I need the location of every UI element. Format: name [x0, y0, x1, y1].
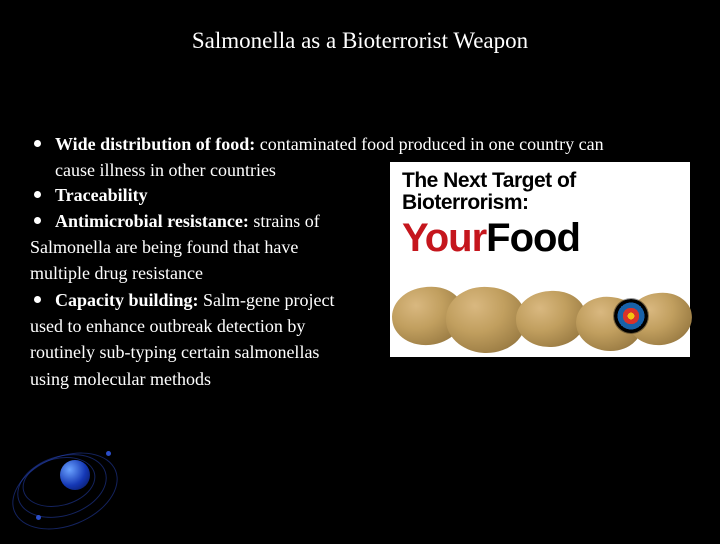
bullet-bold: Wide distribution of food: [55, 134, 260, 154]
bullet-icon [34, 140, 41, 147]
ring-icon [17, 450, 100, 514]
image-illustration [390, 265, 690, 357]
bullet-bold: Traceability [55, 185, 148, 205]
embedded-image: The Next Target of Bioterrorism: Your Fo… [390, 162, 690, 357]
image-headline-line1: The Next Target of [402, 170, 680, 192]
bullet-text: Wide distribution of food: contaminated … [55, 132, 604, 156]
orb-icon [60, 460, 90, 490]
bullet-text: Traceability [55, 183, 148, 207]
bullet-text: Antimicrobial resistance: strains of [55, 209, 320, 233]
image-subhead: Your Food [390, 214, 690, 261]
dot-icon [36, 515, 41, 520]
dot-icon [106, 451, 111, 456]
bullet-icon [34, 217, 41, 224]
image-headline: The Next Target of Bioterrorism: [390, 162, 690, 214]
text-line: using molecular methods [30, 367, 690, 391]
image-word-your: Your [390, 214, 486, 261]
bullet-item: Wide distribution of food: contaminated … [30, 132, 690, 156]
bullet-rest: Salm-gene project [203, 290, 334, 310]
bullet-icon [34, 296, 41, 303]
slide: Salmonella as a Bioterrorist Weapon Wide… [0, 0, 720, 540]
content-area: Wide distribution of food: contaminated … [30, 132, 690, 391]
bullet-text: Capacity building: Salm-gene project [55, 288, 335, 312]
image-word-food: Food [486, 216, 580, 261]
ring-icon [9, 443, 115, 528]
bullet-bold: Antimicrobial resistance: [55, 211, 253, 231]
slide-title: Salmonella as a Bioterrorist Weapon [30, 28, 690, 54]
bullet-rest: strains of [253, 211, 320, 231]
bullet-bold: Capacity building: [55, 290, 203, 310]
bullet-rest: contaminated food produced in one countr… [260, 134, 604, 154]
bullet-icon [34, 191, 41, 198]
target-icon [614, 299, 648, 333]
background-decoration [10, 404, 140, 534]
image-headline-line2: Bioterrorism: [402, 192, 680, 214]
ring-icon [1, 438, 129, 544]
